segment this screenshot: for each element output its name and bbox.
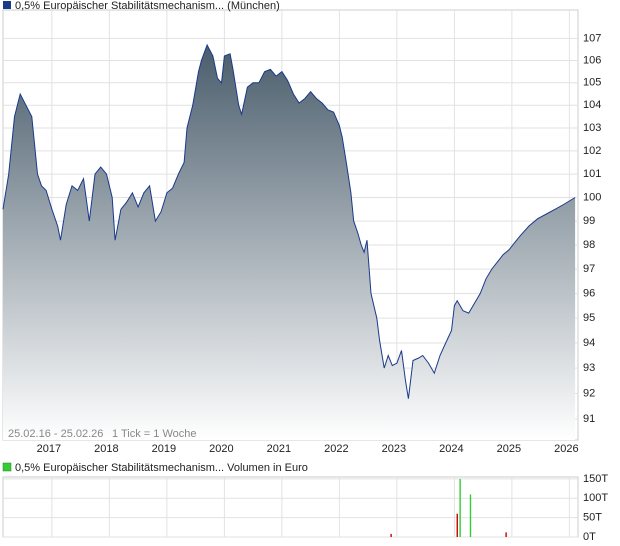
x-tick-label: 2019 [152,443,176,455]
y-tick-label: 150T [583,473,608,485]
y-tick-label: 101 [583,168,601,180]
volume-bar [505,532,507,537]
plot-frame [2,476,579,538]
y-tick-label: 92 [583,387,595,399]
y-tick-label: 106 [583,54,601,66]
y-tick-label: 107 [583,32,601,44]
x-tick-label: 2021 [267,443,291,455]
x-tick-label: 2017 [37,443,61,455]
volume-bar [390,533,392,537]
y-tick-label: 99 [583,215,595,227]
y-tick-label: 97 [583,263,595,275]
y-tick-label: 96 [583,287,595,299]
y-tick-label: 50T [583,512,602,524]
y-tick-label: 104 [583,99,601,111]
volume-bar [459,478,461,537]
volume-bar [469,494,472,537]
y-tick-label: 93 [583,362,595,374]
date-range: 25.02.16 - 25.02.26 [8,428,103,440]
x-tick-label: 2024 [439,443,463,455]
line [2,43,576,399]
x-tick-label: 2022 [324,443,348,455]
x-tick-label: 2023 [382,443,406,455]
tick-note: 1 Tick = 1 Woche [112,428,196,440]
y-tick-label: 91 [583,413,595,425]
legend-swatch [3,1,11,9]
y-tick-label: 100 [583,191,601,203]
y-tick-label: 105 [583,77,601,89]
legend-label: 0,5% Europäischer Stabilitätsmechanism..… [15,0,280,12]
y-tick-label: 0T [583,531,596,543]
legend-swatch [2,462,12,472]
y-tick-label: 102 [583,145,601,157]
y-tick-label: 94 [583,337,595,349]
legend-label: 0,5% Europäischer Stabilitätsmechanism..… [15,462,308,474]
y-tick-label: 100T [583,492,608,504]
x-tick-label: 2026 [554,443,578,455]
y-tick-label: 95 [583,312,595,324]
x-tick-label: 2025 [497,443,521,455]
x-tick-label: 2020 [209,443,233,455]
y-tick-label: 98 [583,239,595,251]
volume-bar [456,513,458,537]
y-tick-label: 103 [583,122,601,134]
area [3,45,576,440]
x-tick-label: 2018 [94,443,118,455]
